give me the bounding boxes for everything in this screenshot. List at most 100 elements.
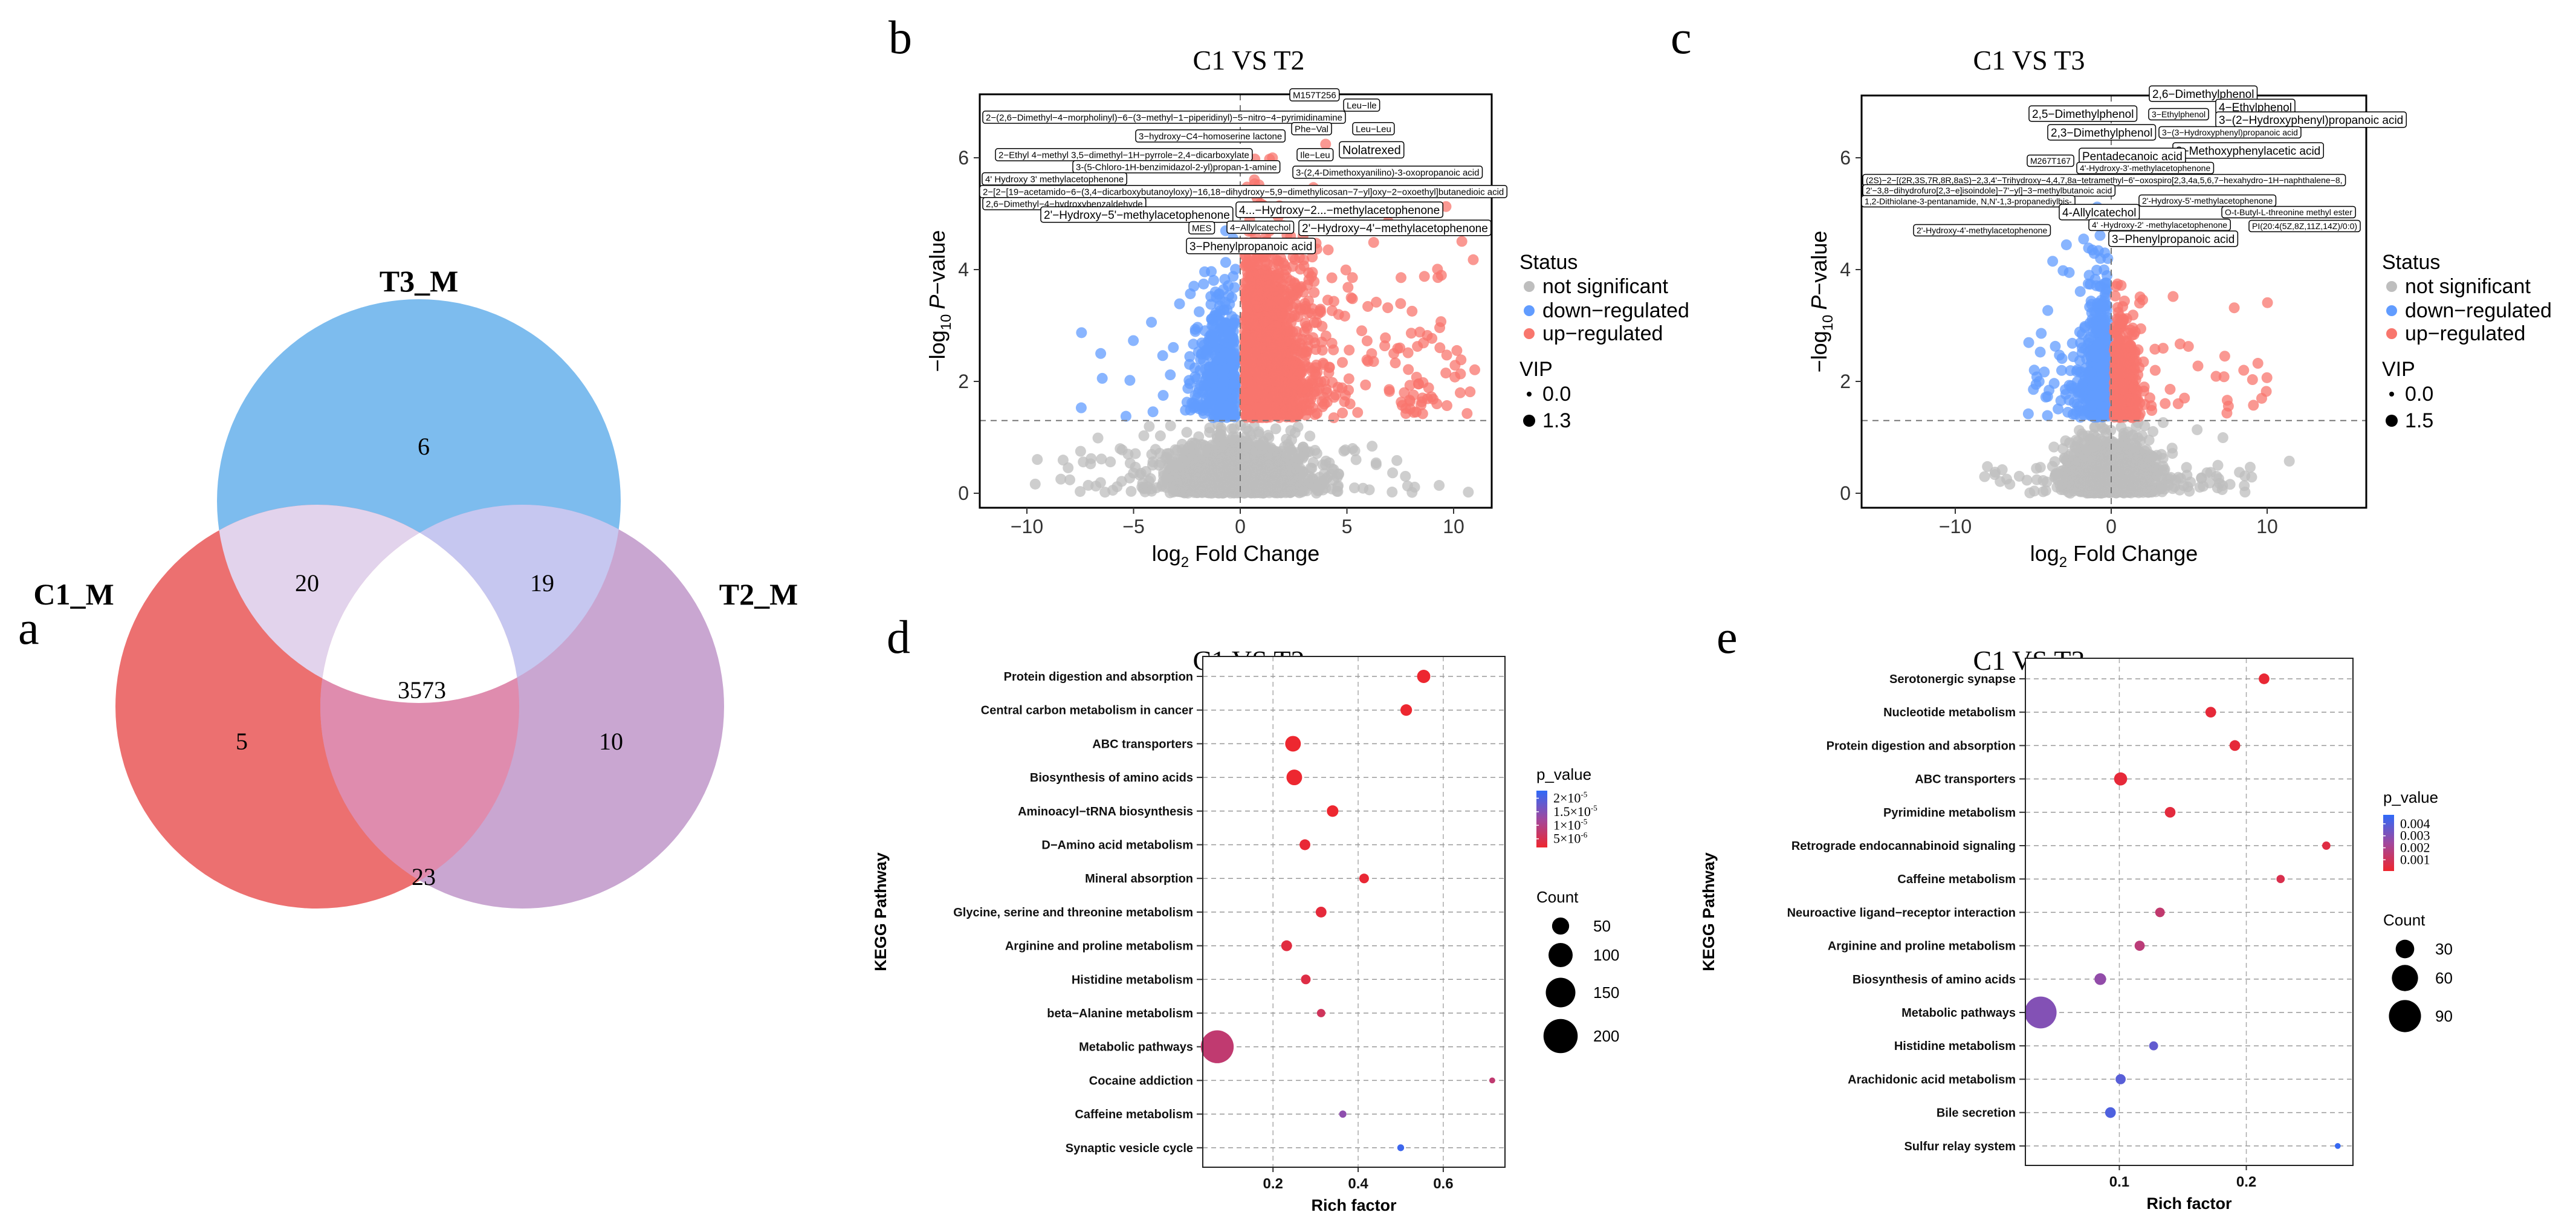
up-regulated-point: [1440, 201, 1452, 212]
not-significant-point: [1130, 448, 1141, 459]
panel-letter-e: e: [1717, 611, 1738, 663]
legend-item-label: up−regulated: [1542, 322, 1663, 345]
up-regulated-point: [1426, 332, 1438, 344]
not-significant-point: [1085, 458, 1096, 470]
metabolite-label-text: 2−(2,6−Dimethyl−4−morpholinyl)−6−(3−meth…: [986, 112, 1342, 123]
up-regulated-point: [1371, 296, 1382, 308]
not-significant-point: [1409, 481, 1420, 493]
down-regulated-point: [1229, 369, 1240, 381]
not-significant-point: [1270, 451, 1282, 462]
not-significant-point: [1292, 453, 1304, 465]
legend-title-status: Status: [1519, 251, 1578, 274]
not-significant-point: [1304, 430, 1316, 442]
up-regulated-point: [1324, 362, 1335, 374]
up-regulated-point: [1426, 391, 1437, 403]
up-regulated-point: [1315, 303, 1326, 315]
up-regulated-point: [1352, 407, 1364, 418]
metabolite-label-text: 3-(2,4-Dimethoxyanilino)-3-oxopropanoic …: [1296, 167, 1479, 178]
venn-count-c1-t3: 20: [295, 569, 319, 597]
down-regulated-point: [1229, 282, 1240, 293]
not-significant-point: [1196, 481, 1207, 493]
not-significant-point: [1116, 444, 1128, 456]
x-tick-label: 0: [1235, 516, 1246, 537]
up-regulated-point: [1258, 316, 1270, 328]
not-significant-point: [1281, 462, 1293, 473]
not-significant-point: [1144, 421, 1155, 432]
up-regulated-point: [1345, 292, 1357, 303]
down-regulated-point: [1220, 257, 1231, 268]
up-regulated-point: [1394, 342, 1406, 354]
up-regulated-point: [1296, 347, 1307, 358]
not-significant-point: [1332, 486, 1344, 497]
not-significant-point: [1282, 481, 1293, 492]
down-regulated-point: [1188, 339, 1199, 350]
not-significant-point: [1270, 423, 1281, 435]
not-significant-point: [1358, 482, 1369, 494]
not-significant-point: [1307, 456, 1319, 468]
not-significant-point: [1387, 467, 1399, 479]
down-regulated-point: [1217, 365, 1228, 377]
legend-item-label: down−regulated: [1542, 299, 1689, 322]
up-regulated-point: [1245, 319, 1257, 331]
not-significant-point: [1116, 476, 1127, 487]
metabolite-label-box: [1292, 166, 1483, 179]
up-regulated-point: [1399, 387, 1410, 398]
metabolite-label-text: 2−[2−[19−acetamido−6−(3,4−dicarboxybutan…: [983, 187, 1504, 197]
up-regulated-point: [1344, 345, 1355, 356]
up-regulated-point: [1414, 326, 1426, 338]
panel-letter-c: c: [1671, 11, 1692, 63]
up-regulated-point: [1274, 351, 1286, 363]
not-significant-point: [1183, 448, 1194, 459]
up-regulated-point: [1328, 296, 1339, 307]
not-significant-point: [2217, 432, 2228, 444]
up-regulated-point: [1287, 290, 1299, 302]
venn-count-c1-only: 5: [236, 728, 248, 755]
up-regulated-point: [1362, 300, 1374, 312]
not-significant-point: [1285, 425, 1296, 436]
not-significant-point: [1176, 438, 1188, 450]
not-significant-point: [1251, 484, 1263, 495]
not-significant-point: [1156, 479, 1168, 491]
metabolite-label-text: 2'−Hydroxy−5'−methylacetophenone: [1044, 209, 1230, 222]
panel-letter-a: a: [18, 601, 39, 654]
up-regulated-point: [1249, 256, 1261, 267]
x-axis-title: log2 Fold Change: [1152, 541, 1320, 571]
down-regulated-point: [1222, 304, 1233, 316]
up-regulated-point: [1402, 347, 1414, 358]
not-significant-point: [1209, 439, 1221, 450]
up-regulated-point: [1440, 368, 1452, 379]
not-significant-point: [1064, 474, 1076, 485]
down-regulated-point: [1128, 335, 1139, 346]
up-regulated-point: [1404, 380, 1416, 391]
down-regulated-point: [1198, 408, 1209, 419]
not-significant-point: [1063, 462, 1074, 473]
not-significant-point: [1348, 482, 1360, 494]
not-significant-point: [1105, 456, 1116, 468]
down-regulated-point: [1124, 375, 1136, 386]
not-significant-point: [1257, 443, 1269, 455]
up-regulated-point: [1405, 395, 1416, 407]
up-regulated-point: [1241, 404, 1253, 416]
metabolite-label-box: [979, 185, 1508, 198]
not-significant-point: [2048, 441, 2060, 453]
metabolite-label-box: [1343, 99, 1380, 112]
metabolite-label-text: 4' Hydroxy 3' methylacetophenone: [985, 174, 1124, 184]
not-significant-point: [1238, 451, 1250, 462]
not-significant-point: [1135, 468, 1147, 479]
not-significant-point: [1125, 485, 1137, 497]
not-significant-point: [1253, 426, 1264, 438]
down-regulated-point: [1198, 278, 1209, 290]
down-regulated-point: [1076, 327, 1087, 339]
metabolite-label-box: [1135, 129, 1286, 143]
not-significant-point: [2283, 455, 2295, 467]
metabolite-label-text: 3-(5-Chloro-1H-benzimidazol-2-yl)propan-…: [1076, 162, 1277, 172]
up-regulated-point: [1322, 244, 1334, 256]
venn-count-t2-only: 10: [599, 728, 623, 755]
up-regulated-point: [1418, 337, 1429, 349]
y-tick-label: 4: [958, 259, 969, 280]
not-significant-point: [1128, 467, 1139, 479]
not-significant-point: [1096, 453, 1107, 465]
up-regulated-point: [1343, 373, 1354, 384]
up-regulated-point: [1403, 364, 1414, 375]
metabolite-label-box: [1298, 219, 1492, 236]
